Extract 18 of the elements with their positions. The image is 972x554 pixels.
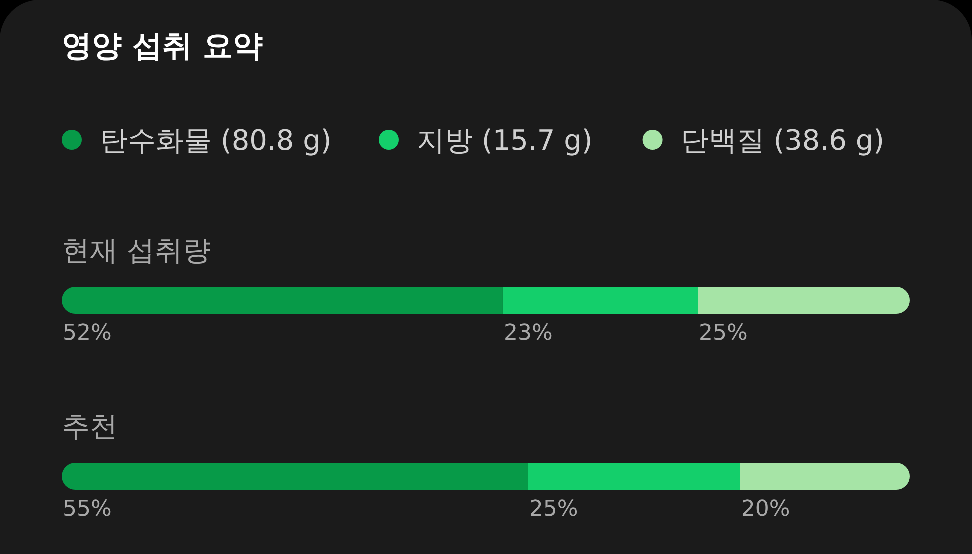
- data-label: 52%: [63, 321, 112, 346]
- legend-label: 단백질 (38.6 g): [680, 124, 885, 157]
- data-label: 25%: [529, 497, 578, 522]
- y-tick-label: 현재 섭취량: [62, 234, 211, 267]
- bar: [740, 463, 910, 490]
- legend-label: 탄수화물 (80.8 g): [100, 124, 332, 157]
- data-label: 55%: [63, 497, 112, 522]
- legend-label: 지방 (15.7 g): [417, 124, 593, 157]
- data-label: 20%: [741, 497, 790, 522]
- bar: [62, 463, 528, 490]
- bar: [528, 463, 740, 490]
- bar: [502, 287, 698, 314]
- bar: [62, 287, 503, 314]
- data-label: 23%: [504, 321, 553, 346]
- chart-title: 영양 섭취 요약: [62, 29, 263, 64]
- bar: [698, 287, 910, 314]
- data-label: 25%: [699, 321, 748, 346]
- y-tick-label: 추천: [62, 410, 118, 443]
